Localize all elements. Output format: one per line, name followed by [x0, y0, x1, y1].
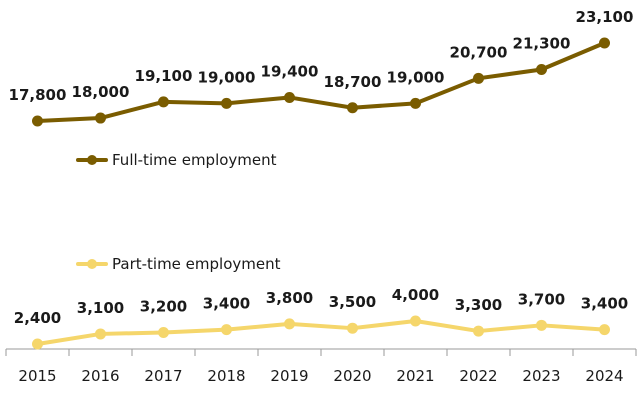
data-label: 4,000 — [392, 286, 439, 304]
legend-swatch-marker — [87, 259, 97, 269]
data-label: 19,100 — [135, 67, 193, 85]
data-point — [95, 328, 106, 340]
data-label: 18,000 — [72, 83, 130, 101]
data-point — [410, 97, 421, 109]
x-tick-label: 2018 — [207, 367, 245, 385]
data-point — [221, 324, 232, 336]
data-label: 3,300 — [455, 296, 502, 314]
data-label: 3,800 — [266, 289, 313, 307]
data-point — [95, 112, 106, 124]
x-tick-label: 2021 — [396, 367, 434, 385]
data-point — [599, 324, 610, 336]
legend-entry-label: Part-time employment — [112, 255, 281, 273]
data-label: 21,300 — [513, 34, 571, 52]
data-label: 20,700 — [450, 43, 508, 61]
data-label: 3,500 — [329, 293, 376, 311]
data-point — [284, 318, 295, 330]
x-tick-label: 2016 — [81, 367, 119, 385]
series-line — [35, 41, 607, 123]
series-line — [35, 319, 607, 346]
data-point — [536, 319, 547, 331]
data-label: 3,400 — [581, 295, 628, 313]
x-tick-label: 2017 — [144, 367, 182, 385]
data-point — [347, 322, 358, 334]
data-label: 23,100 — [576, 8, 634, 26]
x-tick-label: 2022 — [459, 367, 497, 385]
data-label: 3,200 — [140, 298, 187, 316]
data-point — [599, 37, 610, 49]
legend: Full-time employment Part-time employment — [76, 151, 281, 273]
data-label: 19,000 — [198, 68, 256, 86]
data-point — [284, 91, 295, 103]
data-label: 19,400 — [261, 62, 319, 80]
x-tick-label: 2019 — [270, 367, 308, 385]
data-point — [221, 97, 232, 109]
data-point — [473, 72, 484, 84]
data-label: 17,800 — [9, 86, 67, 104]
x-axis: 2015 2016 2017 2018 2019 2020 2021 2022 2023 2024 — [5, 348, 637, 385]
x-tick-label: 2024 — [585, 367, 623, 385]
data-point — [158, 96, 169, 108]
x-tick-label: 2020 — [333, 367, 371, 385]
x-tick-label: 2015 — [18, 367, 56, 385]
data-point — [32, 115, 43, 127]
data-label: 2,400 — [14, 309, 61, 327]
legend-entry-label: Full-time employment — [112, 151, 277, 169]
data-point — [158, 327, 169, 338]
legend-swatch-marker — [87, 155, 97, 165]
data-labels: 17,800 18,000 19,100 19,000 19,400 18,700 19,0… — [9, 8, 634, 327]
data-label: 3,700 — [518, 290, 565, 308]
data-point — [410, 315, 421, 327]
data-label: 3,100 — [77, 299, 124, 317]
x-tick-label: 2023 — [522, 367, 560, 385]
data-point — [32, 338, 43, 350]
data-point — [473, 325, 484, 337]
data-label: 3,400 — [203, 295, 250, 313]
data-label: 19,000 — [387, 68, 445, 86]
data-point — [347, 102, 358, 114]
data-point — [536, 63, 547, 75]
data-label: 18,700 — [324, 73, 382, 91]
series-layer — [32, 37, 610, 350]
